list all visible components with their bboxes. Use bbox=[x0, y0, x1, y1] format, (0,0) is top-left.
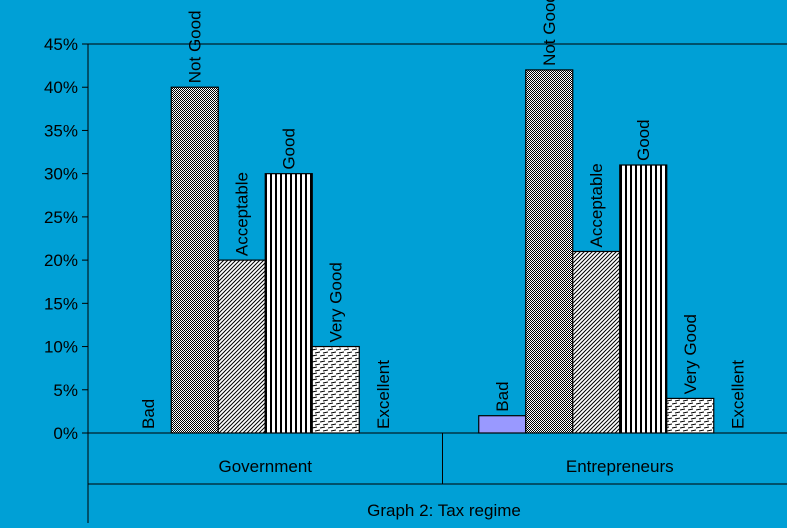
y-tick-label: 5% bbox=[53, 381, 78, 400]
axis-layer: 0% 5% 10% 15% 20% 25% 30% 35% 40% 45% bbox=[44, 35, 787, 523]
bar-entrepreneurs-not-good bbox=[525, 69, 574, 434]
category-label: Government bbox=[218, 457, 312, 476]
bar-label-excellent: Excellent bbox=[728, 360, 747, 429]
y-tick-label: 10% bbox=[44, 338, 78, 357]
bars-layer bbox=[170, 69, 715, 434]
bar-label-not-good: Not Good bbox=[186, 10, 205, 83]
bar-entrepreneurs-bad bbox=[478, 415, 527, 434]
bar-entrepreneurs-very-good bbox=[666, 397, 715, 434]
bar-label-excellent: Excellent bbox=[374, 360, 393, 429]
bar-government-very-good bbox=[311, 345, 360, 434]
y-tick-label: 25% bbox=[44, 208, 78, 227]
y-tick-label: 35% bbox=[44, 121, 78, 140]
y-tick-label: 30% bbox=[44, 165, 78, 184]
y-tick-label: 45% bbox=[44, 35, 78, 54]
y-tick-label: 15% bbox=[44, 294, 78, 313]
y-tick-label: 40% bbox=[44, 78, 78, 97]
bar-government-good bbox=[264, 173, 313, 434]
labels-layer: Government Bad Not Good Acceptable Good Very … bbox=[139, 0, 748, 476]
y-tick-label: 0% bbox=[53, 424, 78, 443]
bar-label-good: Good bbox=[280, 128, 299, 170]
bar-entrepreneurs-good bbox=[619, 164, 668, 434]
bar-label-acceptable: Acceptable bbox=[587, 163, 606, 247]
bar-label-good: Good bbox=[634, 119, 653, 161]
y-tick-label: 20% bbox=[44, 251, 78, 270]
bar-government-acceptable bbox=[217, 259, 266, 434]
bar-label-acceptable: Acceptable bbox=[233, 172, 252, 256]
bar-entrepreneurs-acceptable bbox=[572, 250, 621, 434]
bar-label-bad: Bad bbox=[493, 381, 512, 411]
bar-label-very-good: Very Good bbox=[327, 262, 346, 342]
bar-label-bad: Bad bbox=[139, 399, 158, 429]
bar-label-very-good: Very Good bbox=[681, 314, 700, 394]
bar-government-not-good bbox=[170, 86, 219, 434]
category-label: Entrepreneurs bbox=[566, 457, 674, 476]
chart-title: Graph 2: Tax regime bbox=[367, 501, 521, 520]
bar-label-not-good: Not Good bbox=[540, 0, 559, 66]
